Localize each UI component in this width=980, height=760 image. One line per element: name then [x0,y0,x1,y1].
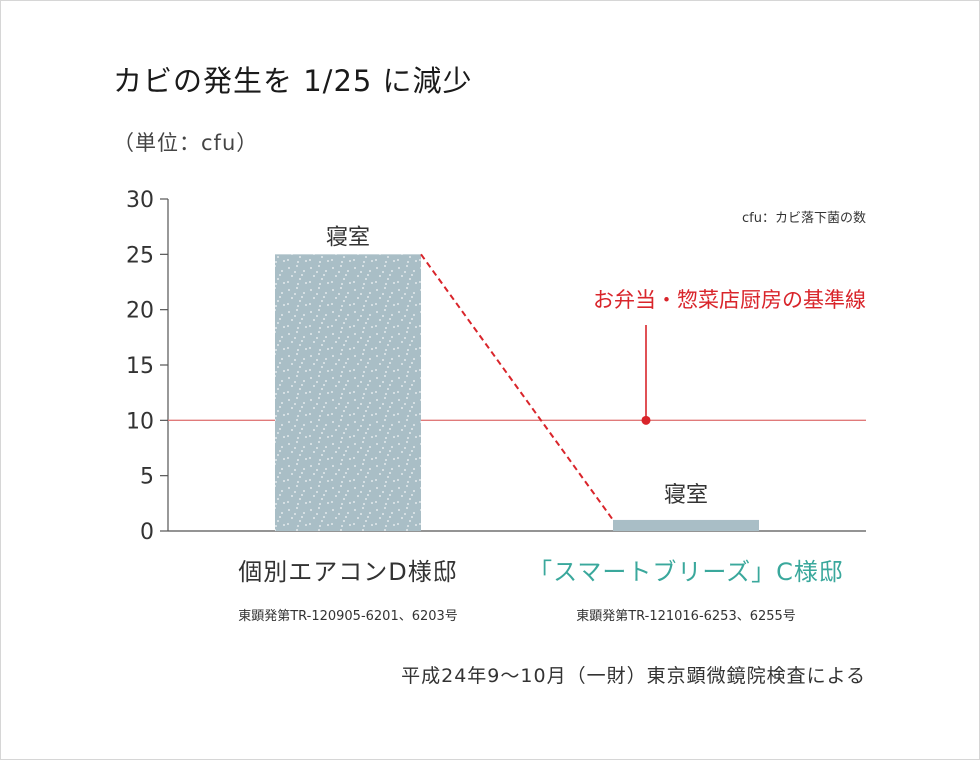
source-note: 平成24年9〜10月（一財）東京顕微鏡院検査による [401,665,866,687]
bar-data-label: 寝室 [664,483,708,508]
y-tick-label: 15 [126,354,154,379]
bar [613,519,759,531]
y-tick-label: 0 [140,520,154,545]
unit-label: （単位：cfu） [113,131,259,155]
category-label-c: 「スマートブリーズ」C様邸 [528,558,844,586]
annotation-dot [641,415,651,425]
y-tick-label: 25 [126,243,154,268]
y-tick-label: 30 [126,188,154,213]
y-tick-label: 20 [126,299,154,324]
category-label-d: 個別エアコンD様邸 [238,558,458,586]
bar-data-label: 寝室 [326,225,370,250]
dashed-connector [420,253,614,521]
category-sublabel-c: 東顕発第TR-121016-6253、6255号 [576,609,796,624]
cfu-note: cfu：カビ落下菌の数 [742,211,866,226]
y-tick-label: 10 [126,409,154,434]
reference-line-label: お弁当・惣菜店厨房の基準線 [593,288,866,312]
bar [275,254,421,532]
chart-title: カビの発生を 1/25 に減少 [113,64,473,98]
category-sublabel-d: 東顕発第TR-120905-6201、6203号 [238,609,458,624]
y-tick-label: 5 [140,465,154,490]
